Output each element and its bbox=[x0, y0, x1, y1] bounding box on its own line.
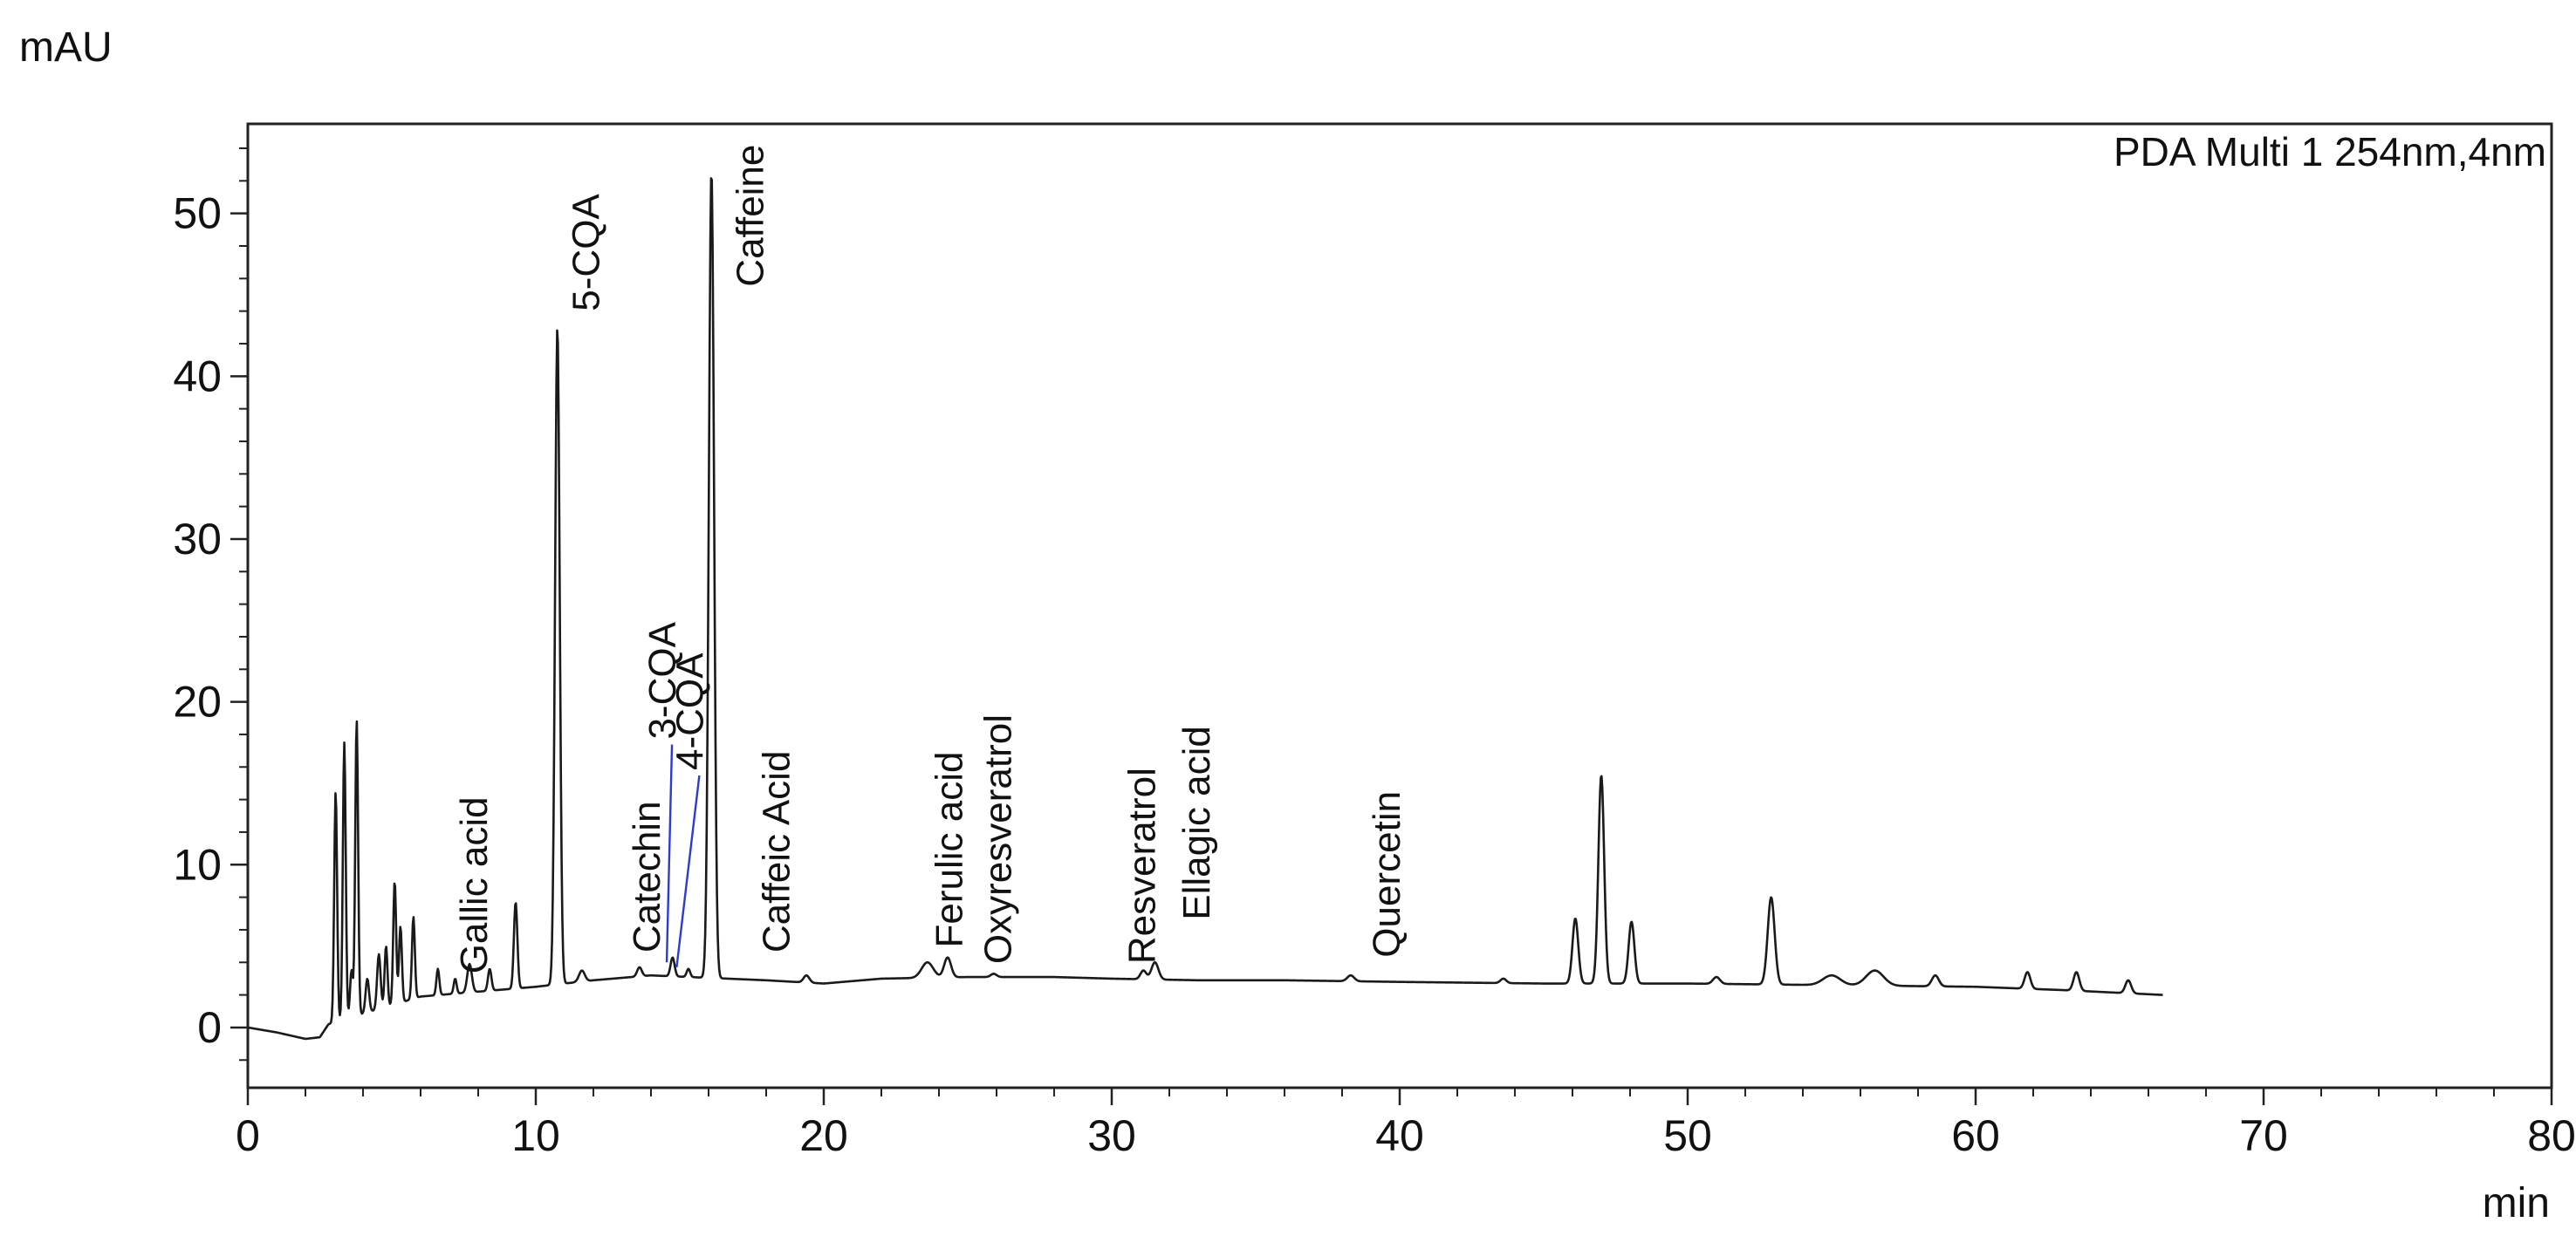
x-tick-label: 80 bbox=[2527, 1111, 2576, 1160]
x-tick-label: 10 bbox=[511, 1111, 560, 1160]
peak-label-caffeic-acid: Caffeic Acid bbox=[755, 751, 798, 953]
y-axis-unit-label: mAU bbox=[19, 24, 113, 71]
chromatogram-trace bbox=[247, 177, 2163, 1041]
x-tick-label: 20 bbox=[799, 1111, 848, 1160]
peak-label-catechin: Catechin bbox=[626, 801, 668, 953]
peak-label-caffeine: Caffeine bbox=[730, 145, 772, 287]
y-tick-label: 20 bbox=[173, 678, 222, 727]
x-tick-label: 60 bbox=[1951, 1111, 2000, 1160]
y-tick-label: 50 bbox=[173, 189, 222, 238]
x-tick-label: 40 bbox=[1375, 1111, 1424, 1160]
peak-label-quercetin: Quercetin bbox=[1366, 791, 1408, 958]
y-tick-label: 10 bbox=[173, 840, 222, 889]
x-tick-label: 0 bbox=[236, 1111, 260, 1160]
axis-ticks: 0 10 20 30 40 50 60 70 80 0 10 20 30 40 50 bbox=[173, 147, 2576, 1160]
plot-area bbox=[246, 122, 2553, 1089]
x-tick-label: 30 bbox=[1087, 1111, 1136, 1160]
peak-label-ellagic-acid: Ellagic acid bbox=[1175, 726, 1218, 920]
y-tick-label: 0 bbox=[197, 1003, 222, 1052]
peak-label-oxyresveratrol: Oxyresveratrol bbox=[977, 714, 1020, 964]
detector-label: PDA Multi 1 254nm,4nm bbox=[2114, 129, 2546, 174]
x-tick-label: 50 bbox=[1663, 1111, 1712, 1160]
leader-line-3-cqa bbox=[665, 744, 674, 963]
peak-label-4-cqa: 4-CQA bbox=[668, 652, 711, 770]
peak-label-gallic-acid: Gallic acid bbox=[453, 796, 496, 973]
peak-label-3-cqa: 3-CQA bbox=[641, 621, 684, 739]
y-tick-label: 30 bbox=[173, 515, 222, 563]
leader-line-4-cqa bbox=[675, 775, 701, 968]
peak-label-resveratrol: Resveratrol bbox=[1121, 768, 1164, 964]
x-axis-unit-label: min bbox=[2483, 1180, 2550, 1226]
y-tick-label: 40 bbox=[173, 352, 222, 400]
peak-label-ferulic-acid: Ferulic acid bbox=[928, 752, 970, 948]
peak-label-5-cqa: 5-CQA bbox=[565, 194, 608, 311]
trace-layer bbox=[247, 177, 2163, 1041]
x-tick-label: 70 bbox=[2239, 1111, 2288, 1160]
